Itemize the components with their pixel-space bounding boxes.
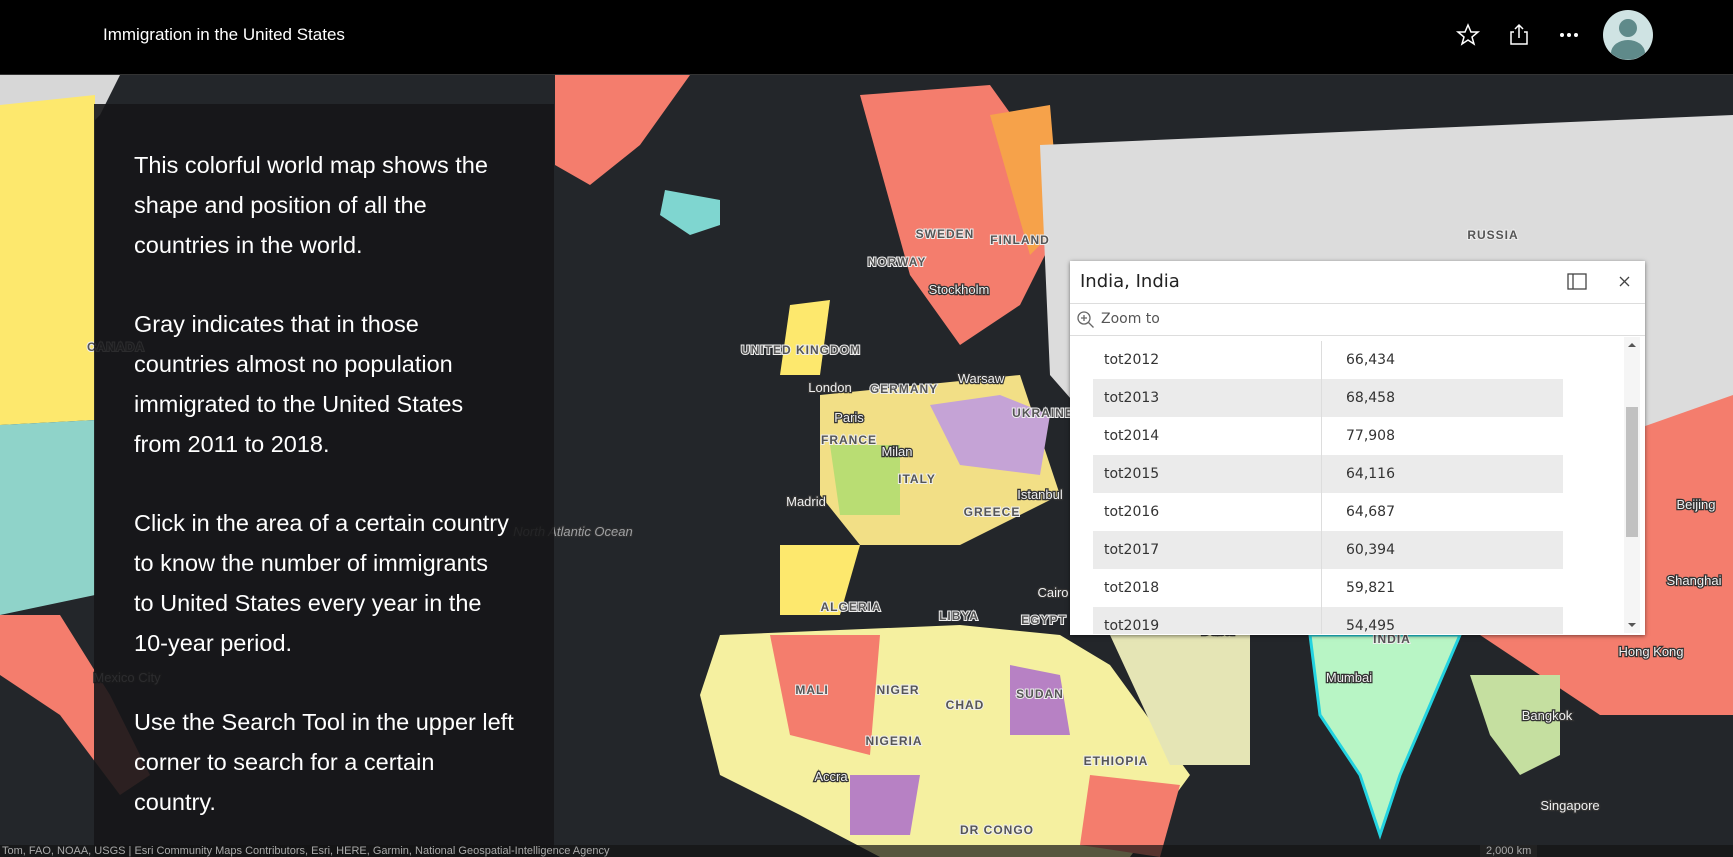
header-icons <box>1455 10 1653 60</box>
map-label: ETHIOPIA <box>1084 754 1149 768</box>
field-value: 64,116 <box>1346 466 1395 482</box>
table-row: tot2015 64,116 <box>1093 455 1563 493</box>
map-label: Cairo <box>1037 585 1068 600</box>
attribute-table: tot2012 66,434 tot2013 68,458 tot2014 77,908 t… <box>1093 341 1563 634</box>
header: Immigration in the United States <box>0 0 1733 75</box>
field-value: 59,821 <box>1346 580 1395 596</box>
field-name: tot2017 <box>1104 542 1160 558</box>
map-label: Madrid <box>786 494 826 509</box>
scale-bar: 2,000 km <box>1480 845 1538 857</box>
map-label: UKRAINE <box>1012 406 1074 420</box>
map-label: INDIA <box>1373 632 1411 646</box>
panel-paragraph: Click in the area of a certain country t… <box>134 510 509 656</box>
map-label: Istanbul <box>1017 487 1063 502</box>
map-label: CHAD <box>946 698 985 712</box>
more-button[interactable] <box>1560 33 1578 37</box>
table-row: tot2012 66,434 <box>1093 341 1563 379</box>
map-label: ITALY <box>898 472 936 486</box>
share-button[interactable] <box>1510 23 1528 45</box>
table-row: tot2013 68,458 <box>1093 379 1563 417</box>
map-label: Beijing <box>1676 497 1715 512</box>
panel-paragraph: Gray indicates that in those countries a… <box>134 311 464 457</box>
map-label: DR CONGO <box>960 823 1034 837</box>
map-label: UNITED KINGDOM <box>741 343 861 357</box>
map-label: Accra <box>814 769 848 784</box>
map-label: Bangkok <box>1522 708 1573 723</box>
map-label: NIGERIA <box>865 734 922 748</box>
field-name: tot2012 <box>1104 352 1160 368</box>
popup: India, India Zoom to tot2012 66,434 tot201… <box>1070 261 1645 635</box>
map-label: FRANCE <box>821 433 877 447</box>
field-name: tot2013 <box>1104 390 1160 406</box>
field-value: 54,495 <box>1346 618 1395 634</box>
map-label: Singapore <box>1540 798 1599 813</box>
map-label: GERMANY <box>870 382 938 396</box>
map-label: Mumbai <box>1326 670 1372 685</box>
field-value: 68,458 <box>1346 390 1395 406</box>
map-label: EGYPT <box>1021 613 1067 627</box>
field-value: 64,687 <box>1346 504 1395 520</box>
field-name: tot2016 <box>1104 504 1160 520</box>
popup-title: India, India <box>1080 271 1180 292</box>
scrollbar[interactable] <box>1622 337 1642 633</box>
map-label: SWEDEN <box>916 227 975 241</box>
column-divider <box>1321 341 1322 634</box>
favorite-button[interactable] <box>1455 23 1481 46</box>
map-label: Milan <box>881 444 912 459</box>
map-label: Stockholm <box>929 282 990 297</box>
attribution: Tom, FAO, NOAA, USGS | Esri Community Ma… <box>2 845 610 857</box>
map-label: GREECE <box>964 505 1021 519</box>
map-label: Hong Kong <box>1618 644 1683 659</box>
field-name: tot2019 <box>1104 618 1160 634</box>
panel-paragraph: This colorful world map shows the shape … <box>134 152 488 258</box>
narrative-panel: This colorful world map shows the shape … <box>94 104 554 857</box>
table-row: tot2019 54,495 <box>1093 607 1563 634</box>
table-row: tot2017 60,394 <box>1093 531 1563 569</box>
field-value: 66,434 <box>1346 352 1395 368</box>
map-label: Paris <box>834 410 864 425</box>
map-label: ALGERIA <box>821 600 882 614</box>
map-label: NIGER <box>876 683 919 697</box>
map-label: LIBYA <box>939 609 979 623</box>
attribution-bar: Tom, FAO, NOAA, USGS | Esri Community Ma… <box>0 845 1733 857</box>
field-name: tot2015 <box>1104 466 1160 482</box>
zoom-to-label: Zoom to <box>1101 311 1160 327</box>
popup-controls <box>1567 273 1630 290</box>
field-value: 77,908 <box>1346 428 1395 444</box>
story-title: Immigration in the United States <box>103 25 345 44</box>
map-label: London <box>808 380 851 395</box>
panel-paragraph: Use the Search Tool in the upper left co… <box>134 709 514 815</box>
field-name: tot2014 <box>1104 428 1160 444</box>
dock-button[interactable] <box>1567 273 1587 290</box>
field-name: tot2018 <box>1104 580 1160 596</box>
field-value: 60,394 <box>1346 542 1395 558</box>
map-label: Shanghai <box>1667 573 1722 588</box>
user-avatar[interactable] <box>1603 10 1653 60</box>
close-button[interactable] <box>1619 276 1630 287</box>
map-label: Warsaw <box>958 371 1005 386</box>
table-row: tot2016 64,687 <box>1093 493 1563 531</box>
table-row: tot2018 59,821 <box>1093 569 1563 607</box>
table-row: tot2014 77,908 <box>1093 417 1563 455</box>
map-label: FINLAND <box>990 233 1050 247</box>
map-label: RUSSIA <box>1467 228 1518 242</box>
map-label: MALI <box>795 683 828 697</box>
map-label: NORWAY <box>868 255 927 269</box>
zoom-to-action[interactable]: Zoom to <box>1070 303 1645 336</box>
map-label: SUDAN <box>1016 687 1064 701</box>
